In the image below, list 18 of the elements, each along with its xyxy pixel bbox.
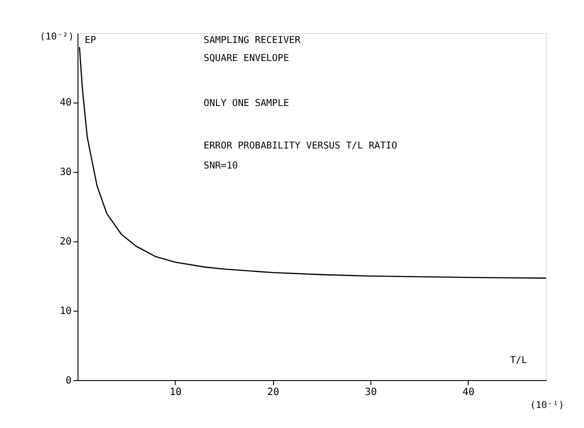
y-tick-label: 40 xyxy=(60,98,72,109)
text: (10⁻¹) xyxy=(530,400,564,412)
x-tick-label: 30 xyxy=(364,386,377,398)
x-axis-title: T/L xyxy=(510,355,528,366)
annotation: ONLY ONE SAMPLE xyxy=(204,98,290,110)
annotation: SAMPLING RECEIVER xyxy=(204,35,301,46)
y-tick-label: 30 xyxy=(60,167,72,178)
y-tick-label: 20 xyxy=(60,236,72,248)
x-tick-label: 20 xyxy=(267,386,280,398)
annotation: SNR=10 xyxy=(204,160,238,172)
annotation: ERROR PROBABILITY VERSUS T/L RATIO xyxy=(204,140,398,152)
x-tick-label: 40 xyxy=(462,386,474,398)
y-tick-label: 10 xyxy=(60,306,72,317)
y-tick-label: 0 xyxy=(66,375,72,386)
annotation: SQUARE ENVELOPE xyxy=(204,53,290,64)
y-axis-title: EP xyxy=(84,35,96,46)
text: (10⁻²) xyxy=(40,31,74,42)
x-tick-label: 10 xyxy=(170,386,182,398)
